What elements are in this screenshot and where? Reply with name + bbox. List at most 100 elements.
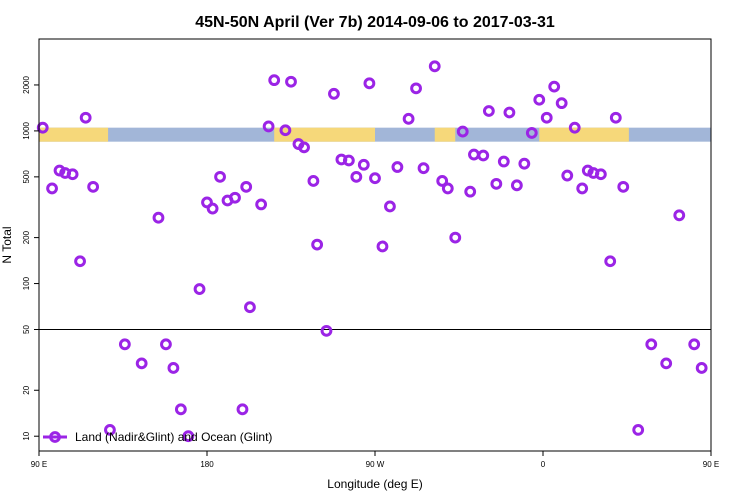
data-point <box>182 430 195 443</box>
data-point <box>236 403 249 416</box>
data-point <box>152 211 165 224</box>
data-point <box>533 93 546 106</box>
data-point <box>311 238 324 251</box>
data-point <box>482 105 495 117</box>
plot-area <box>36 38 712 452</box>
chart-title: 45N-50N April (Ver 7b) 2014-09-06 to 201… <box>195 14 555 31</box>
data-point <box>632 423 645 436</box>
data-point <box>262 120 275 133</box>
x-tick-label: 90 E <box>703 460 719 469</box>
data-point <box>357 158 370 171</box>
data-point <box>240 180 253 193</box>
data-point <box>391 161 404 173</box>
data-point <box>561 169 574 182</box>
data-point <box>369 172 381 185</box>
data-point <box>342 154 355 167</box>
data-point <box>384 200 396 213</box>
data-point <box>428 60 441 73</box>
data-point <box>518 157 531 170</box>
data-point <box>497 155 510 168</box>
data-point <box>695 362 708 374</box>
data-point <box>609 111 622 124</box>
data-point <box>46 182 58 195</box>
land-strip-segment <box>539 127 629 142</box>
data-point <box>510 179 523 192</box>
data-point <box>464 185 477 198</box>
x-tick-label: 90 E <box>31 460 47 469</box>
data-point <box>410 82 422 95</box>
y-tick-label: 50 <box>22 325 31 334</box>
data-point <box>174 403 187 416</box>
data-point <box>540 111 553 124</box>
land-strip-segment <box>39 127 109 142</box>
data-point <box>555 97 568 110</box>
data-point <box>673 209 686 222</box>
plot-frame <box>38 38 712 452</box>
data-point <box>79 111 92 124</box>
data-point <box>229 191 241 204</box>
legend: Land (Nadir&Glint) and Ocean (Glint) <box>43 430 272 444</box>
data-point <box>594 168 607 181</box>
data-point <box>214 170 226 183</box>
data-point <box>66 168 79 181</box>
legend-label: Land (Nadir&Glint) and Ocean (Glint) <box>75 430 272 444</box>
data-point <box>568 121 581 134</box>
data-point <box>268 74 281 87</box>
data-point <box>104 423 116 436</box>
land-strip-segment <box>274 127 375 142</box>
y-tick-label: 200 <box>22 230 31 244</box>
data-point <box>193 283 206 295</box>
data-point <box>363 77 376 90</box>
data-point <box>525 127 538 139</box>
data-point <box>298 141 310 154</box>
data-point <box>548 80 561 93</box>
data-point <box>581 164 594 177</box>
data-point <box>135 357 148 370</box>
x-tick-label: 90 W <box>366 460 385 469</box>
data-point <box>436 175 449 187</box>
data-point <box>456 125 469 138</box>
data-point <box>74 255 86 268</box>
data-point <box>36 121 49 134</box>
data-point <box>167 362 180 374</box>
data-point <box>376 240 389 253</box>
data-point <box>503 106 516 119</box>
data-point <box>576 182 589 195</box>
surface-strip <box>39 127 711 142</box>
data-point <box>617 180 630 193</box>
data-point <box>477 149 490 162</box>
data-point <box>320 324 333 337</box>
y-tick-label: 2000 <box>22 76 31 94</box>
data-point <box>688 338 701 351</box>
x-tick-label: 0 <box>541 460 546 469</box>
data-point <box>118 338 131 351</box>
y-tick-label: 500 <box>22 170 31 184</box>
legend-marker <box>49 431 61 443</box>
x-axis-label: Longitude (deg E) <box>327 477 422 491</box>
data-point <box>441 182 454 195</box>
y-tick-label: 100 <box>22 276 31 290</box>
data-point <box>449 231 462 244</box>
data-point <box>402 112 415 125</box>
x-axis-ticks: 90 E 180 90 W 0 90 E <box>31 451 719 469</box>
data-point <box>645 338 658 351</box>
y-tick-label: 1000 <box>22 121 31 139</box>
data-point <box>206 202 219 215</box>
data-point <box>350 170 363 183</box>
y-tick-label: 20 <box>22 385 31 394</box>
data-point <box>660 357 673 370</box>
data-markers <box>36 60 708 443</box>
data-point <box>279 124 292 137</box>
data-point <box>490 177 503 190</box>
data-point <box>328 87 340 100</box>
data-point <box>244 301 256 314</box>
data-point <box>87 180 100 193</box>
data-point <box>160 338 172 351</box>
data-point <box>468 148 480 161</box>
data-point <box>255 198 268 211</box>
data-point <box>604 255 617 268</box>
data-point <box>53 164 66 177</box>
x-tick-label: 180 <box>200 460 214 469</box>
y-axis-label: N Total <box>0 226 14 263</box>
